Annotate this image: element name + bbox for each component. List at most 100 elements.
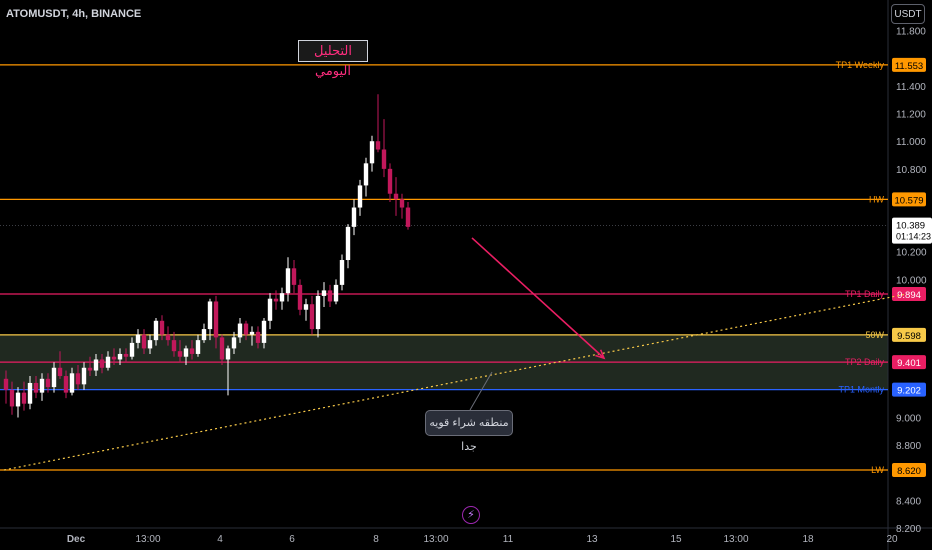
candle-body — [357, 185, 363, 208]
candle-body — [69, 373, 75, 393]
candle-body — [135, 334, 141, 343]
candle-body — [393, 193, 399, 200]
candle-body — [399, 199, 405, 208]
projection-arrow — [471, 237, 605, 359]
candle-body — [75, 373, 81, 385]
candle-body — [213, 301, 219, 338]
candle-body — [291, 268, 297, 285]
lightning-icon[interactable]: ⚡ — [462, 506, 480, 524]
level-price-value: 10.579 — [894, 195, 923, 206]
y-tick-label: 10.200 — [896, 248, 927, 259]
x-tick-label: 13:00 — [723, 534, 748, 545]
level-price-tag — [892, 327, 926, 342]
current-price-value: 10.389 — [896, 221, 925, 232]
candle-body — [273, 298, 279, 302]
candle-body — [261, 320, 267, 343]
x-tick-label: 13:00 — [135, 534, 160, 545]
candle-body — [123, 353, 129, 357]
y-tick-label: 9.000 — [896, 413, 921, 424]
candle-body — [297, 284, 303, 310]
candle-body — [165, 334, 171, 341]
countdown-timer: 01:14:23 — [896, 232, 931, 242]
x-tick-label: 6 — [289, 534, 295, 545]
candle-body — [321, 290, 327, 296]
callout-pointer — [469, 371, 493, 411]
candle-body — [195, 340, 201, 354]
candle-body — [99, 359, 105, 368]
level-label: LW — [871, 465, 884, 475]
y-tick-label: 10.800 — [896, 165, 927, 176]
candle-body — [333, 284, 339, 302]
level-price-tag — [892, 57, 926, 72]
candle-body — [225, 348, 231, 360]
x-tick-label: 15 — [670, 534, 682, 545]
candle-body — [33, 382, 39, 393]
y-tick-label: 11.200 — [896, 110, 926, 121]
x-tick-label: 20 — [886, 534, 898, 545]
candle-body — [279, 293, 285, 302]
current-price-tag — [892, 217, 932, 244]
candle-body — [45, 378, 51, 388]
candle-body — [405, 207, 411, 227]
candle-body — [327, 290, 333, 302]
candle-body — [57, 367, 63, 377]
candle-body — [351, 207, 357, 227]
candle-body — [129, 342, 135, 357]
level-label: 50W — [865, 330, 884, 340]
candle-body — [39, 378, 45, 393]
candle-body — [177, 351, 183, 357]
level-price-value: 9.202 — [897, 386, 921, 397]
candle-body — [219, 337, 225, 360]
candle-body — [339, 260, 345, 285]
candle-body — [207, 301, 213, 330]
candle-body — [3, 378, 9, 390]
level-label: TP2 Daily — [845, 357, 885, 367]
candle-body — [243, 323, 249, 335]
candle-body — [117, 353, 123, 360]
candle-body — [63, 376, 69, 393]
level-price-value: 9.401 — [897, 358, 921, 369]
y-tick-label: 11.800 — [896, 27, 926, 38]
candle-body — [303, 304, 309, 310]
level-price-tag — [892, 382, 926, 397]
candle-body — [111, 356, 117, 360]
candle-body — [93, 359, 99, 371]
candle-body — [189, 348, 195, 354]
symbol-title: ATOMUSDT, 4h, BINANCE — [6, 8, 142, 20]
candle-body — [201, 329, 207, 341]
x-tick-label: 8 — [373, 534, 379, 545]
x-tick-label: 13:00 — [423, 534, 448, 545]
y-tick-label: 11.000 — [896, 137, 926, 148]
candle-body — [153, 320, 159, 341]
level-label: TP1 Weekly — [836, 60, 885, 70]
y-tick-label: 8.200 — [896, 524, 921, 535]
candle-body — [15, 392, 21, 407]
x-tick-label: 18 — [802, 534, 814, 545]
level-price-value: 9.598 — [897, 331, 921, 342]
candle-body — [147, 340, 153, 349]
level-price-tag — [892, 462, 926, 477]
level-price-tag — [892, 192, 926, 207]
x-tick-label: 13 — [586, 534, 598, 545]
candle-body — [387, 168, 393, 194]
candle-body — [315, 295, 321, 330]
level-label: TP1 Daily — [845, 289, 885, 299]
y-tick-label: 11.400 — [896, 82, 926, 93]
candle-body — [159, 320, 165, 335]
x-tick-label: Dec — [67, 534, 86, 545]
level-price-value: 11.553 — [895, 61, 923, 72]
strong-buy-zone-callout: منطقه شراء قويه جدا — [425, 410, 513, 453]
candle-body — [309, 304, 315, 330]
x-tick-label: 4 — [217, 534, 223, 545]
candle-body — [255, 331, 261, 343]
candle-body — [141, 334, 147, 349]
level-price-tag — [892, 287, 926, 302]
currency-button[interactable]: USDT — [891, 4, 925, 24]
x-tick-label: 11 — [503, 534, 514, 545]
level-price-value: 8.620 — [897, 466, 921, 477]
candle-body — [363, 163, 369, 186]
candle-body — [81, 367, 87, 385]
candle-body — [285, 268, 291, 294]
candle-body — [231, 337, 237, 349]
